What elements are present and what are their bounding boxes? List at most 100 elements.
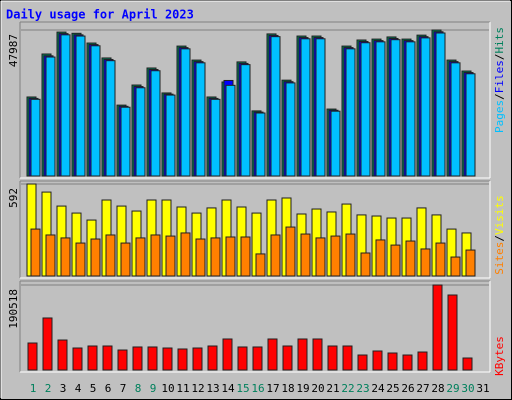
x-tick-label: 3 [60,382,67,395]
bar [162,347,173,371]
x-tick-label: 18 [281,382,294,395]
bar [420,248,431,277]
chart-title: Daily usage for April 2023 [6,8,194,22]
bar [255,253,266,277]
bar [297,338,308,371]
bar [117,349,128,371]
legend-entry: KBytes [493,336,506,376]
bar [72,347,83,371]
bar [240,64,251,177]
bar [450,62,461,177]
bar [135,237,146,277]
bar [87,345,98,371]
bar [360,42,371,177]
legend-separator: / [493,235,506,242]
bar [447,294,458,371]
bar [210,237,221,277]
bar [345,48,356,177]
bar [57,339,68,371]
bar [102,345,113,371]
bar [345,233,356,277]
x-tick-label: 25 [386,382,399,395]
legend-entry: Sites [493,242,506,275]
bar [402,354,413,371]
bar [225,236,236,277]
bar [177,348,188,371]
x-tick-label: 4 [75,382,82,395]
bar [462,357,473,371]
bar [255,112,266,177]
bar [180,48,191,177]
bar [465,249,476,277]
legend: KBytes [493,336,506,376]
bar [27,342,38,371]
bar [240,236,251,277]
x-tick-label: 31 [476,382,489,395]
bar [42,317,53,371]
bar [465,73,476,177]
bar [315,38,326,177]
x-tick-label: 10 [161,382,174,395]
legend-entry: Files [493,60,506,93]
x-tick-label: 16 [251,382,264,395]
bar [405,240,416,277]
y-tick-label: 592 [7,188,20,208]
bar [330,110,341,177]
bar [195,238,206,277]
bar [375,239,386,277]
bar [180,232,191,277]
bar [165,94,176,177]
x-tick-label: 8 [135,382,142,395]
bar [270,234,281,277]
bar [105,60,116,177]
bar [45,56,56,177]
bar [165,235,176,277]
x-tick-label: 29 [446,382,459,395]
bar [342,345,353,371]
y-tick-label: 47987 [7,34,20,67]
legend: Sites/Visits [493,195,506,275]
bar [285,82,296,177]
x-tick-label: 19 [296,382,309,395]
bar [450,256,461,277]
bar [252,346,263,371]
bar [207,345,218,371]
bar [210,98,221,177]
bar [390,39,401,177]
bar [195,62,206,177]
bar [120,106,131,177]
legend-separator: / [493,54,506,61]
bar [90,45,101,177]
bar [372,350,383,371]
x-tick-label: 22 [341,382,354,395]
bar [75,242,86,277]
bar [267,338,278,371]
bar [282,345,293,371]
bar [432,284,443,371]
bar [135,87,146,177]
bar [405,41,416,177]
bar [315,237,326,277]
x-tick-label: 1 [30,382,37,395]
bar [327,345,338,371]
y-tick-label: 190518 [7,289,20,329]
x-tick-label: 21 [326,382,339,395]
bar [192,347,203,371]
x-tick-label: 30 [461,382,474,395]
bar [330,235,341,277]
x-tick-label: 17 [266,382,279,395]
bar [312,338,323,371]
x-tick-label: 15 [236,382,249,395]
bar [387,352,398,371]
bar [300,38,311,177]
bar [60,34,71,177]
bar [420,37,431,177]
x-tick-label: 28 [431,382,444,395]
bar [147,346,158,371]
x-tick-label: 2 [45,382,52,395]
bar [360,252,371,277]
bar [30,228,41,277]
legend-entry: Pages [493,100,506,133]
bar [150,234,161,277]
legend-separator: / [493,93,506,100]
